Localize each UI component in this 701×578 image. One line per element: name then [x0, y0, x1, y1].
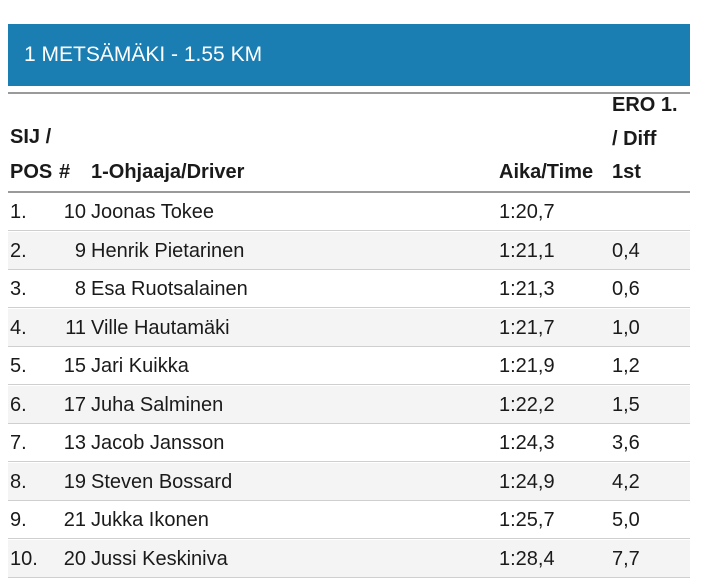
- table-row: 3. 8 Esa Ruotsalainen 1:21,3 0,6: [8, 270, 690, 308]
- table-row: 8. 19 Steven Bossard 1:24,9 4,2: [8, 462, 690, 501]
- stage-title: 1 METSÄMÄKI - 1.55 KM: [24, 43, 263, 66]
- row-divider: [8, 345, 690, 347]
- cell-position: 4.: [10, 316, 27, 339]
- header-time: Aika/Time: [499, 161, 594, 183]
- cell-time: 1:21,1: [499, 239, 555, 262]
- cell-position: 2.: [10, 239, 27, 262]
- header-pos-line2: POS: [10, 161, 53, 183]
- table-row: 4. 11 Ville Hautamäki 1:21,7 1,0: [8, 308, 690, 347]
- cell-position: 5.: [10, 355, 27, 377]
- cell-driver: Ville Hautamäki: [91, 316, 230, 339]
- cell-time: 1:28,4: [499, 547, 555, 570]
- table-row: 6. 17 Juha Salminen 1:22,2 1,5: [8, 385, 690, 424]
- header-diff-line2: / Diff: [612, 128, 657, 150]
- header-number: #: [59, 161, 71, 183]
- cell-position: 6.: [10, 393, 27, 416]
- row-divider: [8, 230, 690, 231]
- row-divider: [8, 461, 690, 462]
- cell-driver: Jari Kuikka: [91, 355, 189, 377]
- cell-time: 1:20,7: [499, 201, 555, 223]
- cell-position: 7.: [10, 432, 27, 454]
- table-row: 1. 10 Joonas Tokee 1:20,7: [8, 193, 690, 231]
- cell-car-number: 17: [63, 393, 86, 416]
- cell-car-number: 9: [74, 239, 86, 262]
- row-divider: [8, 538, 690, 539]
- cell-time: 1:22,2: [499, 393, 555, 416]
- table-row: 9. 21 Jukka Ikonen 1:25,7 5,0: [8, 501, 690, 539]
- header-pos-line1: SIJ /: [10, 126, 52, 148]
- header-top-divider: [8, 92, 690, 94]
- cell-position: 8.: [10, 470, 27, 493]
- cell-diff: 0,4: [612, 239, 640, 262]
- cell-driver: Esa Ruotsalainen: [91, 278, 248, 300]
- header-driver: 1-Ohjaaja/Driver: [91, 161, 245, 183]
- cell-driver: Henrik Pietarinen: [91, 239, 245, 262]
- cell-car-number: 21: [63, 509, 86, 531]
- cell-driver: Joonas Tokee: [91, 201, 215, 223]
- header-bottom-divider: [8, 191, 690, 193]
- cell-position: 9.: [10, 509, 27, 531]
- table-row: 7. 13 Jacob Jansson 1:24,3 3,6: [8, 424, 690, 462]
- table-row: 5. 15 Jari Kuikka 1:21,9 1,2: [8, 347, 690, 385]
- table-row: 2. 9 Henrik Pietarinen 1:21,1 0,4: [8, 231, 690, 270]
- cell-time: 1:21,3: [499, 278, 555, 300]
- row-divider: [8, 268, 690, 270]
- cell-car-number: 8: [74, 278, 86, 300]
- header-diff-line1: ERO 1.: [612, 94, 678, 116]
- cell-diff: 1,0: [612, 316, 640, 339]
- cell-diff: 0,6: [612, 278, 640, 300]
- cell-driver: Juha Salminen: [91, 393, 224, 416]
- cell-driver: Jacob Jansson: [91, 432, 225, 454]
- cell-position: 10.: [10, 547, 38, 570]
- cell-car-number: 19: [63, 470, 86, 493]
- row-divider: [8, 499, 690, 501]
- cell-driver: Jussi Keskiniva: [91, 547, 228, 570]
- cell-time: 1:25,7: [499, 509, 555, 531]
- cell-diff: 3,6: [612, 432, 640, 454]
- cell-time: 1:24,3: [499, 432, 555, 454]
- cell-diff: 1,5: [612, 393, 640, 416]
- cell-time: 1:21,9: [499, 355, 555, 377]
- cell-position: 3.: [10, 278, 27, 300]
- cell-driver: Steven Bossard: [91, 470, 233, 493]
- row-divider: [8, 422, 690, 424]
- row-divider: [8, 384, 690, 385]
- table-row: 10. 20 Jussi Keskiniva 1:28,4 7,7: [8, 539, 690, 578]
- cell-time: 1:24,9: [499, 470, 555, 493]
- cell-car-number: 20: [63, 547, 86, 570]
- cell-car-number: 13: [63, 432, 86, 454]
- cell-car-number: 10: [63, 201, 86, 223]
- cell-diff: 5,0: [612, 509, 640, 531]
- cell-diff: 7,7: [612, 547, 640, 570]
- cell-position: 1.: [10, 201, 27, 223]
- row-divider: [8, 307, 690, 308]
- cell-diff: 4,2: [612, 470, 640, 493]
- cell-car-number: 11: [65, 316, 86, 339]
- cell-time: 1:21,7: [499, 316, 555, 339]
- cell-car-number: 15: [63, 355, 86, 377]
- row-divider: [8, 576, 690, 578]
- header-diff-line3: 1st: [612, 161, 641, 183]
- stage-title-bar: 1 METSÄMÄKI - 1.55 KM: [8, 24, 690, 86]
- cell-diff: 1,2: [612, 355, 640, 377]
- cell-driver: Jukka Ikonen: [91, 509, 209, 531]
